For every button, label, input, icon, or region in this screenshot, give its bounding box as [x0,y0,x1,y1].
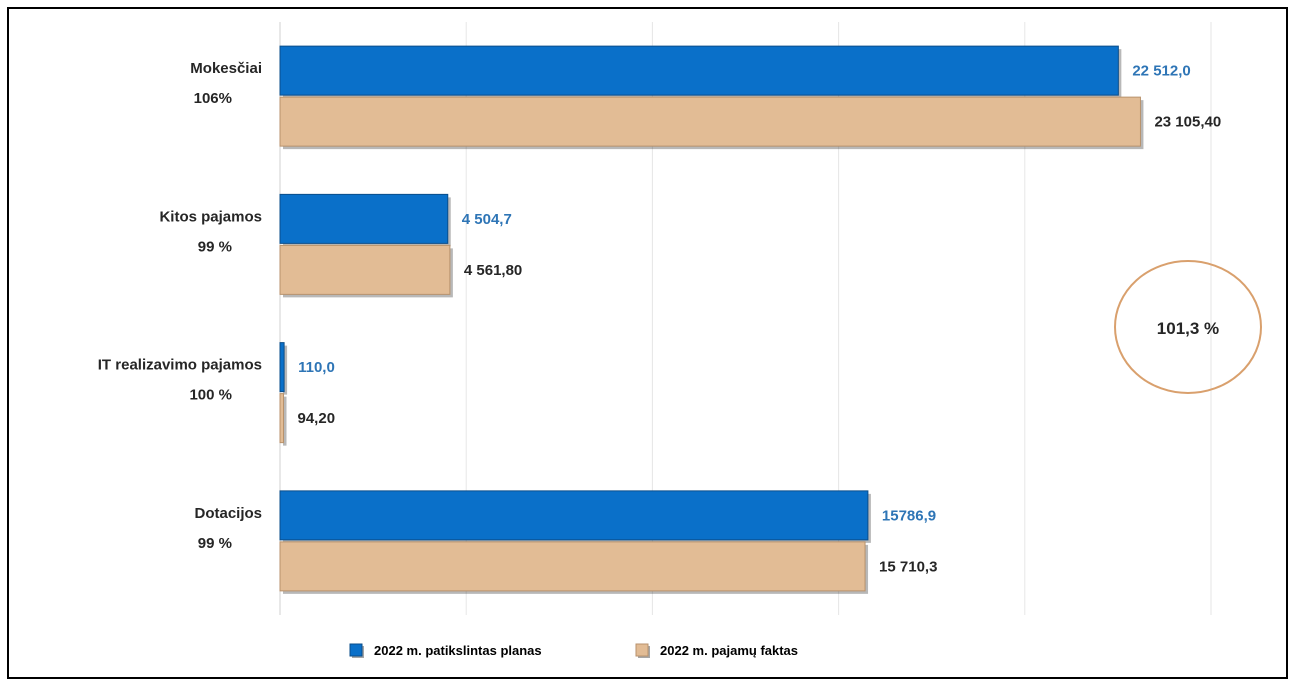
data-label: 15 710,3 [879,558,937,575]
category-label: Mokesčiai [190,60,262,77]
data-label: 110,0 [298,359,335,376]
legend-label: 2022 m. pajamų faktas [660,643,798,658]
category-percent: 99 % [198,535,232,552]
legend-label: 2022 m. patikslintas planas [374,643,542,658]
category-label: Kitos pajamos [159,208,262,225]
category-percent: 99 % [198,238,232,255]
bar [279,96,1141,147]
bar [279,541,866,592]
bar [279,244,451,295]
data-label: 4 561,80 [464,262,522,279]
bar-shadow [283,345,288,395]
bar [279,393,285,444]
bar [279,193,449,244]
data-label: 94,20 [298,410,336,427]
data-label: 23 105,40 [1154,114,1221,131]
category-label: Dotacijos [194,505,262,522]
data-label: 15786,9 [882,507,936,524]
bar [279,490,869,541]
bar [279,342,285,393]
category-label: IT realizavimo pajamos [98,357,262,374]
annotation-text: 101,3 % [1157,319,1219,338]
bar [279,45,1119,96]
data-label: 4 504,7 [462,211,512,228]
annotation-ellipse [1114,260,1262,394]
legend-swatch [349,643,363,657]
legend-swatch [635,643,649,657]
category-percent: 100 % [189,387,232,404]
bar-shadow [283,396,287,446]
category-percent: 106% [194,90,232,107]
data-label: 22 512,0 [1132,63,1190,80]
